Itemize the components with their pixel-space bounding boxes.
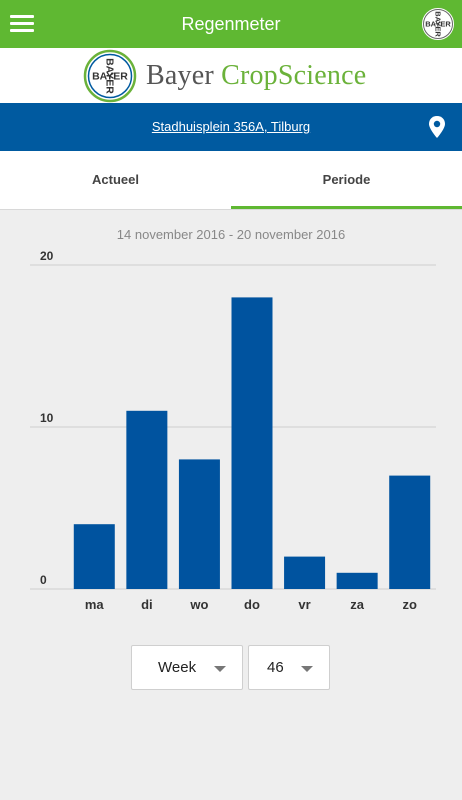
- bayer-cross-logo-icon: BAYER BAYER: [83, 49, 137, 103]
- chevron-down-icon: [214, 666, 226, 672]
- bar-wo: [178, 459, 220, 589]
- week-number-select[interactable]: 46: [248, 645, 330, 690]
- bar-di: [126, 410, 168, 589]
- week-number-value: 46: [267, 659, 284, 676]
- brand-name-part2: CropScience: [221, 60, 367, 91]
- x-tick-label: zo: [402, 597, 417, 612]
- brand-name-part1: Bayer: [146, 60, 214, 91]
- bar-zo: [389, 475, 431, 589]
- tab-bar: Actueel Periode: [0, 151, 462, 210]
- brand-bar: BAYER BAYER Bayer CropScience: [0, 48, 462, 103]
- y-tick-label: 10: [40, 411, 54, 425]
- bar-ma: [73, 524, 115, 589]
- period-range-label: 14 november 2016 - 20 november 2016: [116, 227, 346, 242]
- period-type-value: Week: [158, 659, 197, 676]
- x-tick-label: wo: [189, 597, 208, 612]
- map-pin-icon[interactable]: [428, 116, 446, 138]
- active-tab-indicator: [231, 206, 462, 209]
- logo-text-vertical: BAYER: [434, 11, 443, 37]
- hamburger-menu-icon[interactable]: [10, 13, 35, 35]
- location-bar: Stadhuisplein 356A, Tilburg: [0, 103, 462, 151]
- bar-do: [231, 297, 273, 589]
- period-type-select[interactable]: Week: [131, 645, 243, 690]
- x-tick-label: ma: [85, 597, 105, 612]
- tab-actueel[interactable]: Actueel: [92, 172, 139, 187]
- app-title: Regenmeter: [181, 14, 281, 34]
- x-tick-label: di: [141, 597, 153, 612]
- tab-periode[interactable]: Periode: [322, 172, 371, 187]
- chevron-down-icon: [301, 666, 313, 672]
- logo-text: BAYER: [425, 20, 451, 29]
- x-tick-label: vr: [298, 597, 310, 612]
- y-tick-label: 0: [40, 573, 47, 587]
- bar-vr: [284, 556, 326, 589]
- y-tick-label: 20: [40, 249, 54, 263]
- bayer-logo-icon: BAYER BAYER: [421, 7, 455, 41]
- brand-logo-text-vertical: BAYER: [104, 58, 116, 94]
- x-tick-label: do: [244, 597, 260, 612]
- app-header: Regenmeter BAYER BAYER: [0, 0, 462, 48]
- brand-logo-text: BAYER: [92, 71, 128, 83]
- bar-za: [336, 572, 378, 589]
- brand-name: Bayer CropScience: [146, 60, 366, 92]
- x-tick-label: za: [350, 597, 365, 612]
- location-address-link[interactable]: Stadhuisplein 356A, Tilburg: [151, 119, 311, 134]
